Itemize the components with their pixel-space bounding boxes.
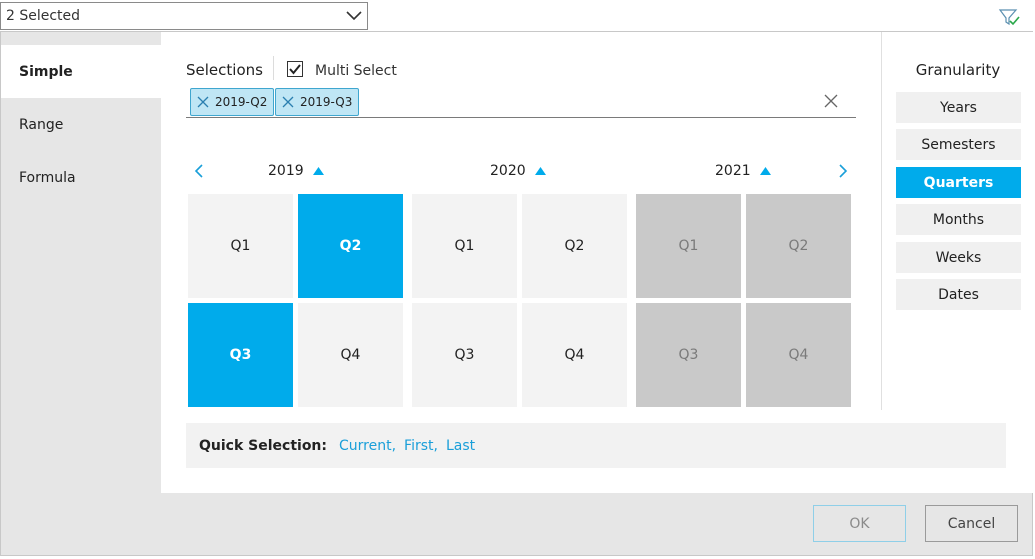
sidebar-item-label: Simple: [19, 64, 73, 80]
quick-selection-bar: Quick Selection: Current, First, Last: [186, 423, 1006, 468]
quarter-label: Q4: [340, 347, 361, 363]
quarter-cell-2021-q3: Q3: [636, 303, 741, 407]
dropdown-value: 2 Selected: [6, 8, 81, 24]
ok-button[interactable]: OK: [813, 505, 906, 542]
selection-chip: 2019-Q2: [190, 88, 275, 116]
quarter-cell-2020-q3[interactable]: Q3: [412, 303, 517, 407]
quarter-label: Q1: [678, 238, 699, 254]
divider: [273, 56, 274, 80]
quarter-cell-2019-q4[interactable]: Q4: [298, 303, 403, 407]
granularity-semesters-button[interactable]: Semesters: [896, 129, 1021, 160]
quarter-label: Q3: [454, 347, 475, 363]
granularity-quarters-button[interactable]: Quarters: [896, 167, 1021, 198]
quick-link-first[interactable]: First: [404, 437, 434, 454]
granularity-months-button[interactable]: Months: [896, 204, 1021, 235]
quarter-cell-2019-q3[interactable]: Q3: [188, 303, 293, 407]
clear-selections-icon[interactable]: [824, 94, 838, 108]
granularity-title: Granularity: [915, 61, 1001, 79]
quarter-label: Q1: [230, 238, 251, 254]
year-label: 2019: [268, 163, 304, 179]
year-header-2019[interactable]: 2019: [268, 163, 324, 179]
quarter-label: Q3: [229, 347, 252, 363]
granularity-label: Months: [932, 211, 985, 228]
sidebar: Simple Range Formula: [1, 32, 161, 493]
sidebar-item-simple[interactable]: Simple: [1, 45, 161, 98]
multi-select-checkbox[interactable]: [287, 61, 303, 77]
granularity-weeks-button[interactable]: Weeks: [896, 242, 1021, 273]
quarter-cell-2021-q4: Q4: [746, 303, 851, 407]
selection-chips-bar: 2019-Q2 2019-Q3: [186, 85, 856, 118]
close-icon[interactable]: [282, 96, 294, 108]
chip-label: 2019-Q3: [300, 95, 353, 109]
year-label: 2020: [490, 163, 526, 179]
quarter-cell-2020-q4[interactable]: Q4: [522, 303, 627, 407]
separator: ,: [433, 437, 438, 454]
sidebar-item-label: Formula: [19, 170, 76, 186]
selections-label: Selections: [186, 61, 263, 79]
chevron-right-icon[interactable]: [837, 163, 849, 179]
granularity-label: Dates: [938, 286, 979, 303]
quarter-label: Q4: [788, 347, 809, 363]
year-header-2020[interactable]: 2020: [490, 163, 546, 179]
quarter-cell-2021-q1: Q1: [636, 194, 741, 298]
checkmark-icon: [289, 64, 301, 75]
granularity-label: Weeks: [935, 249, 982, 266]
period-selector-panel: Simple Range Formula Selections Multi Se…: [0, 31, 1033, 556]
quarter-cell-2020-q2[interactable]: Q2: [522, 194, 627, 298]
cancel-button[interactable]: Cancel: [925, 505, 1018, 542]
triangle-up-icon: [534, 167, 546, 175]
granularity-years-button[interactable]: Years: [896, 92, 1021, 123]
year-header-2021[interactable]: 2021: [715, 163, 771, 179]
year-label: 2021: [715, 163, 751, 179]
quarter-label: Q3: [678, 347, 699, 363]
sidebar-item-label: Range: [19, 117, 64, 133]
quarter-label: Q2: [564, 238, 585, 254]
quick-selection-label: Quick Selection:: [199, 437, 327, 454]
quick-link-current[interactable]: Current: [339, 437, 392, 454]
triangle-up-icon: [312, 167, 324, 175]
sidebar-item-range[interactable]: Range: [1, 98, 161, 151]
quick-link-last[interactable]: Last: [445, 437, 476, 454]
chip-label: 2019-Q2: [215, 95, 268, 109]
granularity-label: Years: [940, 99, 977, 116]
chevron-left-icon[interactable]: [193, 163, 205, 179]
multi-select-label: Multi Select: [315, 63, 397, 79]
separator: ,: [391, 437, 397, 454]
granularity-label: Quarters: [923, 174, 994, 191]
period-dropdown[interactable]: 2 Selected: [0, 2, 368, 30]
quarter-label: Q1: [454, 238, 475, 254]
chevron-down-icon[interactable]: [345, 8, 363, 22]
quarter-cell-2019-q1[interactable]: Q1: [188, 194, 293, 298]
filter-check-icon[interactable]: [998, 7, 1020, 27]
granularity-panel: Granularity Years Semesters Quarters Mon…: [881, 32, 1033, 410]
quarter-cell-2021-q2: Q2: [746, 194, 851, 298]
triangle-up-icon: [759, 167, 771, 175]
close-icon[interactable]: [197, 96, 209, 108]
selection-chip: 2019-Q3: [275, 88, 360, 116]
quarter-label: Q2: [788, 238, 809, 254]
quarter-label: Q2: [339, 238, 362, 254]
quarter-cell-2020-q1[interactable]: Q1: [412, 194, 517, 298]
quarter-cell-2019-q2[interactable]: Q2: [298, 194, 403, 298]
granularity-dates-button[interactable]: Dates: [896, 279, 1021, 310]
granularity-label: Semesters: [921, 136, 996, 153]
quarter-label: Q4: [564, 347, 585, 363]
sidebar-item-formula[interactable]: Formula: [1, 151, 161, 204]
